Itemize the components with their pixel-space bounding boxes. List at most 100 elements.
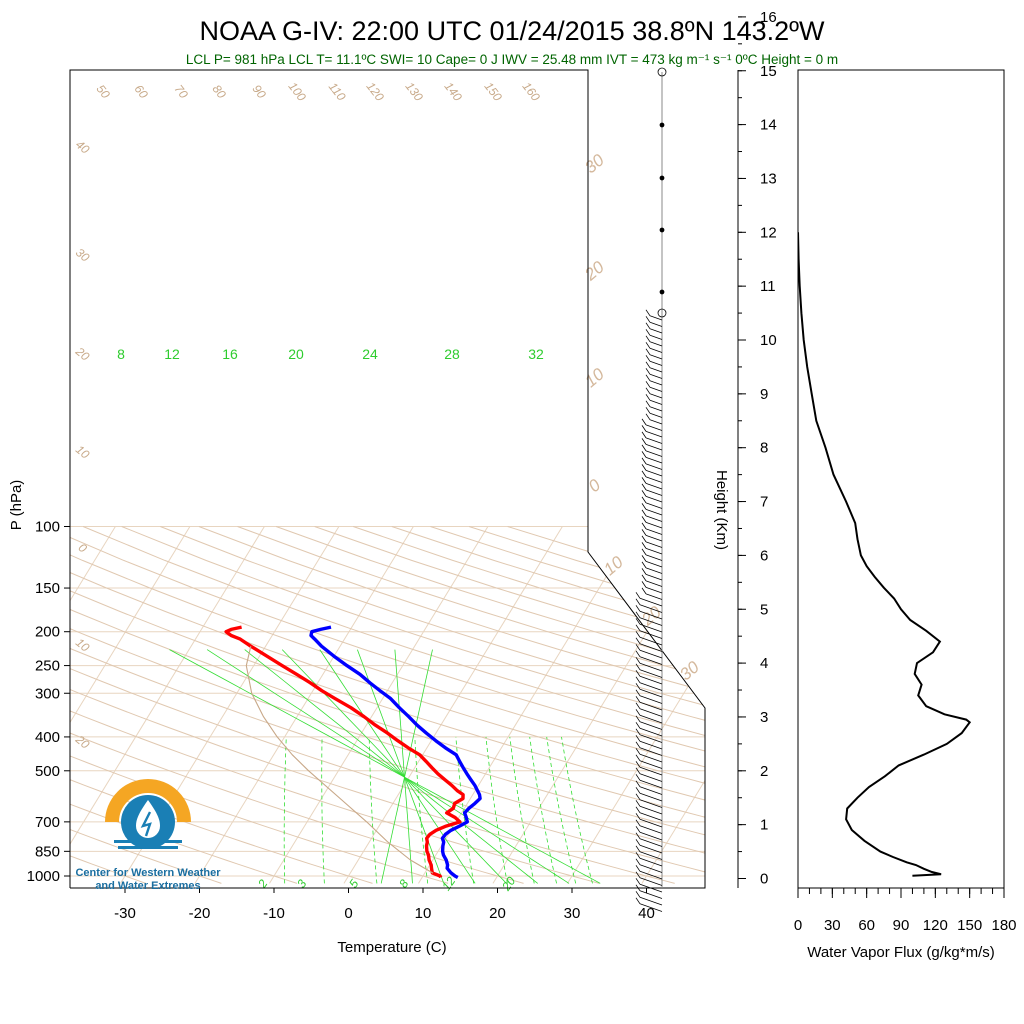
dry-adiabat-line xyxy=(70,526,298,884)
wind-barb xyxy=(639,695,663,704)
y-tick-label: 400 xyxy=(35,729,60,746)
mixing-ratio-line xyxy=(321,736,325,884)
wind-barb-flag xyxy=(645,374,651,382)
dry-adiabat-line xyxy=(70,526,705,884)
isotherm-line xyxy=(70,526,265,884)
wind-barb xyxy=(645,541,663,548)
height-tick-label: 11 xyxy=(760,278,776,295)
x-tick-label: 10 xyxy=(415,905,432,922)
logo-text-line1: Center for Western Weather xyxy=(75,867,221,879)
wind-barb xyxy=(649,315,663,321)
dry-adiabat-line xyxy=(70,526,705,884)
wind-barb-flag xyxy=(645,309,651,317)
wind-marker xyxy=(657,308,667,318)
wind-barb-flag xyxy=(635,891,641,898)
wind-barb xyxy=(645,463,663,470)
skewt-background-labels: 50 60 70 80 90 100 110 120 130 140 150 160403020100… xyxy=(72,79,703,894)
height-axis-label: Height (Km) xyxy=(713,470,730,550)
chart-title: NOAA G-IV: 22:00 UTC 01/24/2015 38.8ºN 1… xyxy=(199,16,825,46)
temperature-profile-line xyxy=(224,625,465,879)
flux-axis-label: Water Vapor Flux (g/kg*m/s) xyxy=(807,944,995,961)
wind-barb-flag xyxy=(635,832,641,840)
isotherm-line xyxy=(716,527,934,884)
y-tick-label: 100 xyxy=(35,519,60,536)
flux-tick-label: 150 xyxy=(957,917,982,934)
mixing-ratio-top-label: 12 xyxy=(164,346,180,362)
wind-barb-flag xyxy=(635,741,641,749)
wind-barb-flag xyxy=(635,793,641,801)
wind-barb xyxy=(639,734,663,743)
wind-barb xyxy=(639,740,663,750)
wind-barb-flag xyxy=(641,451,647,458)
dewpoint-profile-line xyxy=(309,625,482,879)
y-tick-label: 150 xyxy=(35,580,60,597)
wind-barb-flag xyxy=(635,592,641,599)
wind-barb xyxy=(645,535,663,542)
wind-barb xyxy=(639,643,663,652)
y-tick-label: 200 xyxy=(35,624,60,641)
wind-barb xyxy=(649,399,663,405)
wind-barb xyxy=(649,373,663,379)
wind-barb-flag xyxy=(641,464,647,471)
wind-barb xyxy=(645,496,663,503)
wind-barb-flag xyxy=(635,702,641,710)
wind-barb xyxy=(645,424,663,431)
left-side-label: 30 xyxy=(73,245,92,265)
wind-barb-flag xyxy=(645,400,651,408)
wind-marker xyxy=(659,289,665,295)
height-tick-label: 16 xyxy=(760,9,777,26)
height-tick-label: 6 xyxy=(760,547,768,564)
dry-adiabat-label: 150 xyxy=(481,79,505,104)
wind-marker xyxy=(659,122,665,128)
height-tick-label: 14 xyxy=(760,117,777,134)
mixing-ratio-top-label: 28 xyxy=(444,346,460,362)
wind-barb-flag xyxy=(635,598,641,606)
mixing-ratio-top-label: 8 xyxy=(117,346,125,362)
left-side-label: 20 xyxy=(72,344,92,364)
wind-barb xyxy=(645,450,663,457)
wind-barb-flag xyxy=(635,761,641,768)
dry-adiabat-line xyxy=(70,526,705,884)
dry-adiabat-label: 70 xyxy=(172,82,191,101)
dry-adiabat-line xyxy=(70,526,600,884)
wind-barb-flag xyxy=(645,407,651,414)
wind-barb-flag xyxy=(635,858,641,866)
height-tick-label: 13 xyxy=(760,170,777,187)
wind-barb-flag xyxy=(641,587,647,595)
wind-barb xyxy=(639,597,663,607)
dry-adiabat-line xyxy=(70,526,705,884)
wind-barb xyxy=(639,747,663,756)
x-tick-label: 30 xyxy=(564,905,581,922)
isotherm-line xyxy=(567,526,705,884)
wind-barb-flag xyxy=(635,852,641,859)
wind-barb-flag xyxy=(635,611,641,619)
wind-barb xyxy=(639,636,663,646)
wind-barb xyxy=(639,701,663,711)
wind-barb xyxy=(639,890,663,899)
mixing-ratio-line xyxy=(509,736,535,884)
wind-barb-flag xyxy=(641,496,647,504)
wind-barb-flag xyxy=(635,878,641,885)
dry-adiabat-line xyxy=(70,526,675,884)
dry-adiabat-line xyxy=(121,526,705,884)
wind-barb-flag xyxy=(635,871,641,879)
dry-adiabat-label: 110 xyxy=(326,80,349,104)
height-tick-label: 10 xyxy=(760,332,777,349)
flux-tick-label: 60 xyxy=(858,917,875,934)
wind-barb-flag xyxy=(645,381,651,388)
wind-barb-flag xyxy=(641,581,647,588)
wind-barb xyxy=(645,476,663,483)
wind-barb-flag xyxy=(635,728,641,736)
wind-barb xyxy=(639,766,663,776)
flux-x-axis: 0 30 60 90 120 150 180 xyxy=(794,888,1017,934)
mixing-ratio-line xyxy=(283,736,287,884)
y-tick-label: 1000 xyxy=(27,868,60,885)
wind-barb xyxy=(639,656,663,665)
wind-barb-flag xyxy=(641,555,647,562)
flux-series xyxy=(798,232,972,877)
wind-barb-flag xyxy=(641,568,647,575)
cw3e-logo: Center for Western Weather and Water Ext… xyxy=(75,779,221,892)
height-tick-label: 3 xyxy=(760,709,768,726)
mixing-ratio-bottom-label: 2 xyxy=(254,877,270,892)
wind-barb-flag xyxy=(641,444,647,452)
